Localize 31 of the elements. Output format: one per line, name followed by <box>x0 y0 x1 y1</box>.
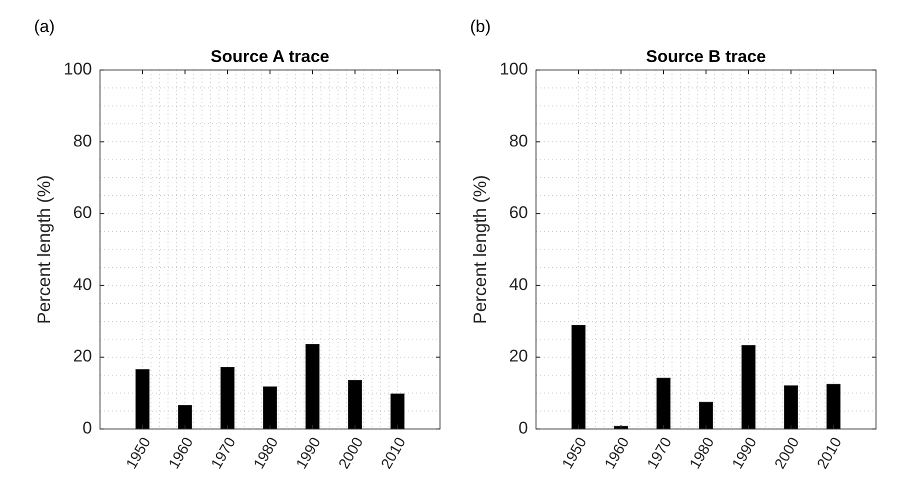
y-tick-label: 0 <box>82 418 92 438</box>
y-tick-label: 40 <box>73 274 92 294</box>
text: (a) <box>34 17 55 36</box>
y-tick-label: 60 <box>509 203 528 222</box>
bar <box>826 384 841 430</box>
y-tick-label: 20 <box>509 346 528 366</box>
y-tick-label: 80 <box>73 131 92 150</box>
bar <box>741 345 756 430</box>
bar <box>390 394 405 430</box>
y-axis-title: Percent length (%) <box>470 174 490 324</box>
y-tick-label: 100 <box>500 59 528 78</box>
y-tick-label: 80 <box>509 131 528 150</box>
y-tick-label: 60 <box>73 203 92 222</box>
chart-title: Source B trace <box>646 47 766 66</box>
bar <box>305 344 320 430</box>
y-tick-label: 0 <box>518 418 528 438</box>
bar <box>178 405 192 430</box>
chart-title: Source A trace <box>210 47 330 66</box>
y-tick-label: 40 <box>509 274 528 294</box>
bar <box>348 380 362 430</box>
y-tick-label: 20 <box>73 346 92 366</box>
bar <box>262 386 278 430</box>
bar <box>220 367 235 430</box>
y-axis-title: Percent length (%) <box>34 174 54 324</box>
bar <box>784 385 798 430</box>
bar <box>698 402 714 430</box>
bar <box>571 325 586 430</box>
bar <box>656 378 671 430</box>
y-tick-label: 100 <box>64 59 92 78</box>
text: (b) <box>470 17 491 36</box>
bar <box>135 369 150 430</box>
